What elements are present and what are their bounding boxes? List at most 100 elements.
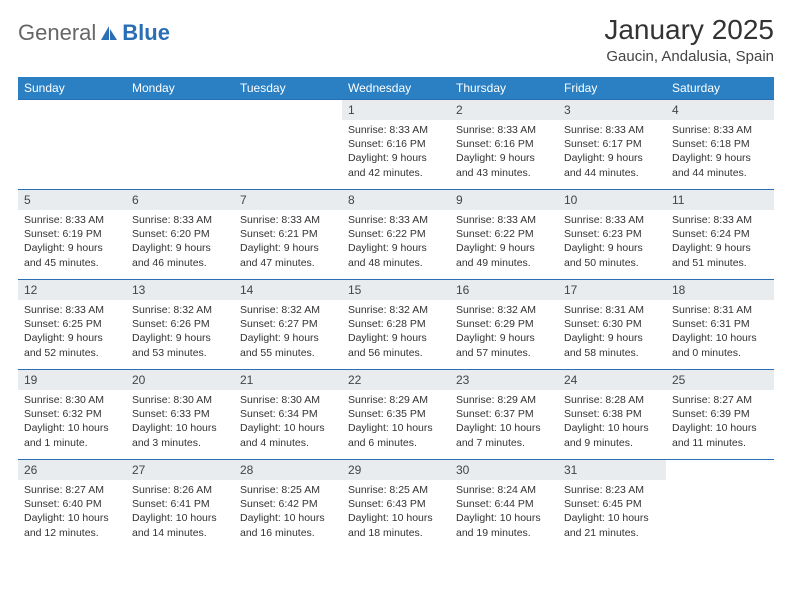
day-details: Sunrise: 8:32 AMSunset: 6:26 PMDaylight:… (126, 300, 234, 364)
day-details: Sunrise: 8:33 AMSunset: 6:19 PMDaylight:… (18, 210, 126, 274)
day-cell: 24Sunrise: 8:28 AMSunset: 6:38 PMDayligh… (558, 370, 666, 460)
header: General Blue January 2025 Gaucin, Andalu… (18, 14, 774, 65)
day-number: 31 (558, 460, 666, 480)
day-cell: 9Sunrise: 8:33 AMSunset: 6:22 PMDaylight… (450, 190, 558, 280)
day-cell: 28Sunrise: 8:25 AMSunset: 6:42 PMDayligh… (234, 460, 342, 550)
day-details: Sunrise: 8:27 AMSunset: 6:39 PMDaylight:… (666, 390, 774, 454)
title-block: January 2025 Gaucin, Andalusia, Spain (604, 14, 774, 65)
day-cell: 15Sunrise: 8:32 AMSunset: 6:28 PMDayligh… (342, 280, 450, 370)
day-number: 2 (450, 100, 558, 120)
day-number: 13 (126, 280, 234, 300)
day-details: Sunrise: 8:31 AMSunset: 6:30 PMDaylight:… (558, 300, 666, 364)
day-number: 14 (234, 280, 342, 300)
calendar-table: SundayMondayTuesdayWednesdayThursdayFrid… (18, 77, 774, 550)
day-cell: 12Sunrise: 8:33 AMSunset: 6:25 PMDayligh… (18, 280, 126, 370)
day-number: 7 (234, 190, 342, 210)
day-details: Sunrise: 8:29 AMSunset: 6:35 PMDaylight:… (342, 390, 450, 454)
day-cell: 4Sunrise: 8:33 AMSunset: 6:18 PMDaylight… (666, 100, 774, 190)
day-number: 3 (558, 100, 666, 120)
day-cell: 14Sunrise: 8:32 AMSunset: 6:27 PMDayligh… (234, 280, 342, 370)
day-details: Sunrise: 8:33 AMSunset: 6:16 PMDaylight:… (450, 120, 558, 184)
day-cell: 17Sunrise: 8:31 AMSunset: 6:30 PMDayligh… (558, 280, 666, 370)
day-details: Sunrise: 8:33 AMSunset: 6:23 PMDaylight:… (558, 210, 666, 274)
logo: General Blue (18, 20, 170, 46)
day-number: 17 (558, 280, 666, 300)
day-details: Sunrise: 8:33 AMSunset: 6:17 PMDaylight:… (558, 120, 666, 184)
day-number: 25 (666, 370, 774, 390)
day-details: Sunrise: 8:33 AMSunset: 6:22 PMDaylight:… (450, 210, 558, 274)
week-row: 12Sunrise: 8:33 AMSunset: 6:25 PMDayligh… (18, 280, 774, 370)
day-cell: 18Sunrise: 8:31 AMSunset: 6:31 PMDayligh… (666, 280, 774, 370)
day-number: 28 (234, 460, 342, 480)
day-details: Sunrise: 8:25 AMSunset: 6:42 PMDaylight:… (234, 480, 342, 544)
dow-row: SundayMondayTuesdayWednesdayThursdayFrid… (18, 77, 774, 100)
day-details: Sunrise: 8:33 AMSunset: 6:21 PMDaylight:… (234, 210, 342, 274)
day-details: Sunrise: 8:25 AMSunset: 6:43 PMDaylight:… (342, 480, 450, 544)
day-cell: 13Sunrise: 8:32 AMSunset: 6:26 PMDayligh… (126, 280, 234, 370)
day-number: 22 (342, 370, 450, 390)
day-cell (234, 100, 342, 190)
day-cell: 22Sunrise: 8:29 AMSunset: 6:35 PMDayligh… (342, 370, 450, 460)
day-number: 23 (450, 370, 558, 390)
dow-header: Sunday (18, 77, 126, 100)
week-row: 26Sunrise: 8:27 AMSunset: 6:40 PMDayligh… (18, 460, 774, 550)
dow-header: Thursday (450, 77, 558, 100)
day-number: 21 (234, 370, 342, 390)
day-details: Sunrise: 8:33 AMSunset: 6:25 PMDaylight:… (18, 300, 126, 364)
day-cell: 21Sunrise: 8:30 AMSunset: 6:34 PMDayligh… (234, 370, 342, 460)
dow-header: Tuesday (234, 77, 342, 100)
day-number: 8 (342, 190, 450, 210)
day-number: 16 (450, 280, 558, 300)
day-cell: 27Sunrise: 8:26 AMSunset: 6:41 PMDayligh… (126, 460, 234, 550)
day-number: 4 (666, 100, 774, 120)
day-number: 27 (126, 460, 234, 480)
week-row: 5Sunrise: 8:33 AMSunset: 6:19 PMDaylight… (18, 190, 774, 280)
day-cell: 31Sunrise: 8:23 AMSunset: 6:45 PMDayligh… (558, 460, 666, 550)
day-details: Sunrise: 8:33 AMSunset: 6:18 PMDaylight:… (666, 120, 774, 184)
day-cell: 16Sunrise: 8:32 AMSunset: 6:29 PMDayligh… (450, 280, 558, 370)
day-details: Sunrise: 8:26 AMSunset: 6:41 PMDaylight:… (126, 480, 234, 544)
day-number: 6 (126, 190, 234, 210)
day-number: 30 (450, 460, 558, 480)
day-cell: 7Sunrise: 8:33 AMSunset: 6:21 PMDaylight… (234, 190, 342, 280)
day-details: Sunrise: 8:29 AMSunset: 6:37 PMDaylight:… (450, 390, 558, 454)
day-details: Sunrise: 8:33 AMSunset: 6:24 PMDaylight:… (666, 210, 774, 274)
day-details: Sunrise: 8:32 AMSunset: 6:28 PMDaylight:… (342, 300, 450, 364)
day-cell (666, 460, 774, 550)
day-cell: 1Sunrise: 8:33 AMSunset: 6:16 PMDaylight… (342, 100, 450, 190)
day-cell (126, 100, 234, 190)
day-number: 20 (126, 370, 234, 390)
day-cell: 20Sunrise: 8:30 AMSunset: 6:33 PMDayligh… (126, 370, 234, 460)
logo-text-1: General (18, 20, 96, 46)
dow-header: Wednesday (342, 77, 450, 100)
week-row: 1Sunrise: 8:33 AMSunset: 6:16 PMDaylight… (18, 100, 774, 190)
day-cell: 29Sunrise: 8:25 AMSunset: 6:43 PMDayligh… (342, 460, 450, 550)
day-details: Sunrise: 8:28 AMSunset: 6:38 PMDaylight:… (558, 390, 666, 454)
logo-text-2: Blue (122, 20, 170, 46)
day-number: 24 (558, 370, 666, 390)
day-cell: 11Sunrise: 8:33 AMSunset: 6:24 PMDayligh… (666, 190, 774, 280)
day-details: Sunrise: 8:24 AMSunset: 6:44 PMDaylight:… (450, 480, 558, 544)
day-cell: 25Sunrise: 8:27 AMSunset: 6:39 PMDayligh… (666, 370, 774, 460)
day-cell: 8Sunrise: 8:33 AMSunset: 6:22 PMDaylight… (342, 190, 450, 280)
day-cell: 30Sunrise: 8:24 AMSunset: 6:44 PMDayligh… (450, 460, 558, 550)
day-details: Sunrise: 8:33 AMSunset: 6:16 PMDaylight:… (342, 120, 450, 184)
day-details: Sunrise: 8:27 AMSunset: 6:40 PMDaylight:… (18, 480, 126, 544)
day-number: 26 (18, 460, 126, 480)
day-number: 18 (666, 280, 774, 300)
day-details: Sunrise: 8:30 AMSunset: 6:33 PMDaylight:… (126, 390, 234, 454)
day-details: Sunrise: 8:30 AMSunset: 6:32 PMDaylight:… (18, 390, 126, 454)
day-cell: 6Sunrise: 8:33 AMSunset: 6:20 PMDaylight… (126, 190, 234, 280)
day-cell: 19Sunrise: 8:30 AMSunset: 6:32 PMDayligh… (18, 370, 126, 460)
day-details: Sunrise: 8:32 AMSunset: 6:29 PMDaylight:… (450, 300, 558, 364)
day-number: 1 (342, 100, 450, 120)
day-cell: 10Sunrise: 8:33 AMSunset: 6:23 PMDayligh… (558, 190, 666, 280)
day-details: Sunrise: 8:32 AMSunset: 6:27 PMDaylight:… (234, 300, 342, 364)
day-number: 10 (558, 190, 666, 210)
day-cell: 5Sunrise: 8:33 AMSunset: 6:19 PMDaylight… (18, 190, 126, 280)
day-number: 9 (450, 190, 558, 210)
sail-icon (99, 24, 119, 42)
dow-header: Friday (558, 77, 666, 100)
location: Gaucin, Andalusia, Spain (604, 48, 774, 65)
day-cell (18, 100, 126, 190)
